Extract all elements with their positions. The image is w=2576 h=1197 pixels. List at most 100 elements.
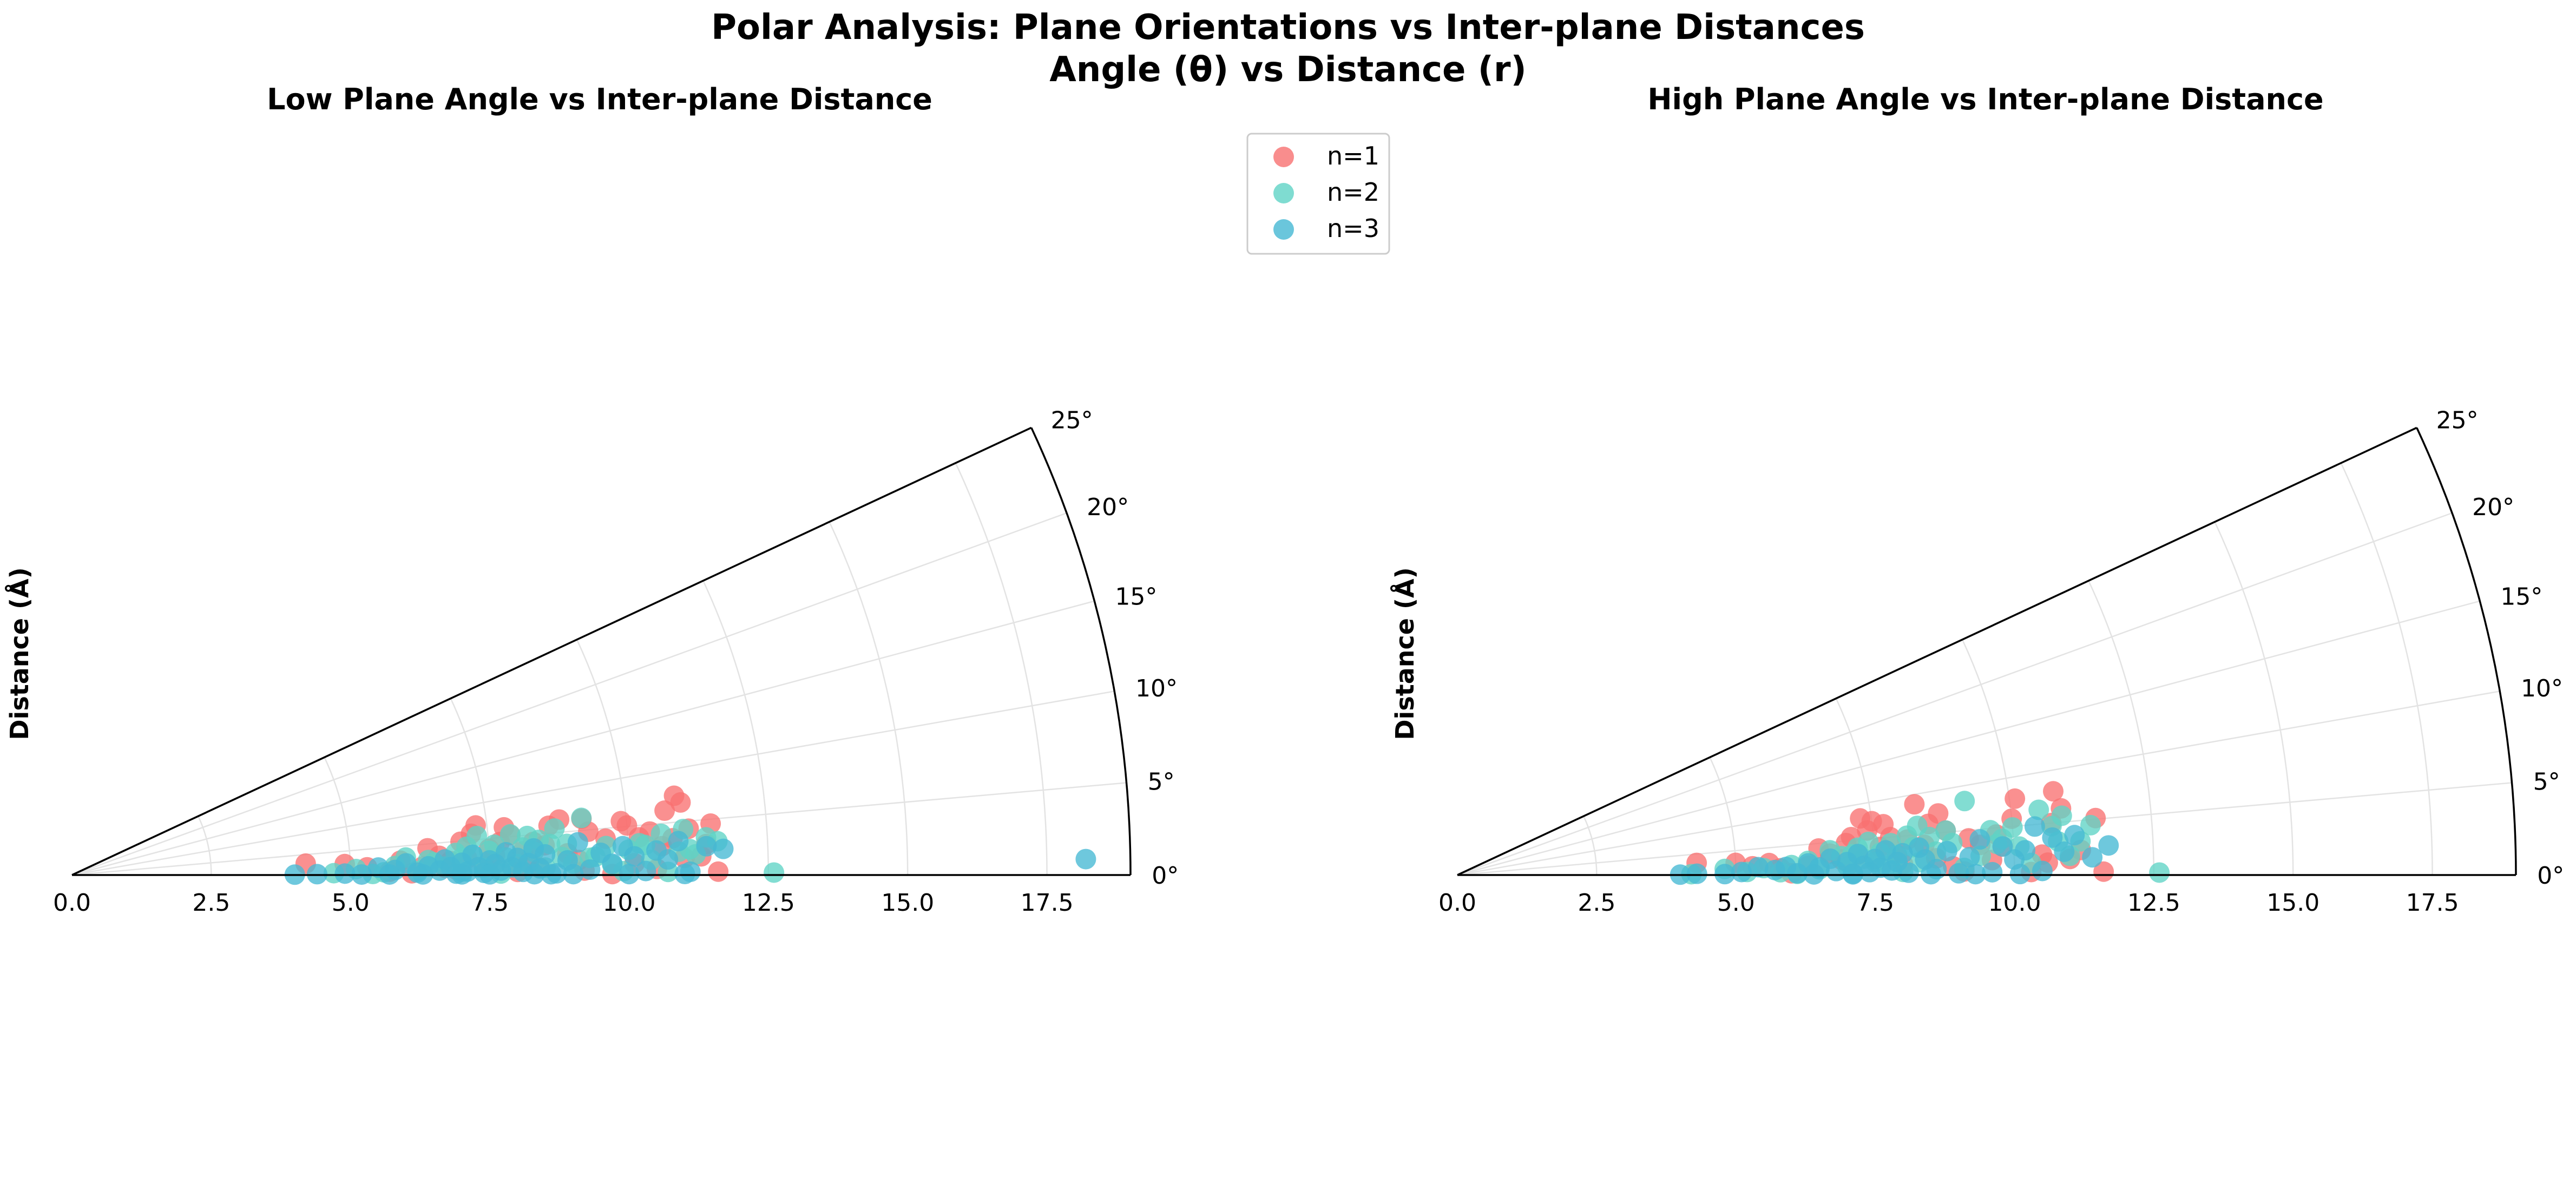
- data-point: [2093, 861, 2114, 882]
- data-point: [2002, 817, 2023, 838]
- data-point: [1954, 791, 1975, 812]
- data-point: [619, 864, 640, 885]
- theta-tick-label: 15°: [2500, 583, 2542, 611]
- data-point: [2043, 781, 2064, 802]
- r-tick-label: 2.5: [192, 889, 230, 917]
- theta-gridline: [1457, 600, 2480, 876]
- theta-gridline: [1457, 512, 2453, 876]
- r-tick-label: 7.5: [1856, 889, 1894, 917]
- data-point: [1898, 862, 1919, 883]
- spine-outer-arc: [1030, 427, 1132, 876]
- data-point: [1904, 794, 1925, 815]
- data-point: [2005, 788, 2026, 809]
- data-point: [2051, 805, 2072, 826]
- r-tick-label: 7.5: [471, 889, 509, 917]
- data-point: [624, 846, 645, 867]
- data-point: [1686, 863, 1707, 884]
- data-point: [1075, 849, 1096, 870]
- data-point: [2098, 835, 2119, 856]
- legend: n=1 n=2 n=3: [1246, 133, 1390, 255]
- r-tick-label: 10.0: [602, 889, 655, 917]
- polar-chart-high-angle: 0.0 2.5 5.0 7.5 10.0 12.5 15.0 17.5 0° 5° 10° 15° 20…: [1390, 82, 2564, 917]
- polar-chart-low-angle: 0.0 2.5 5.0 7.5 10.0 12.5 15.0 17.5 0° 5° 10° 15° 20…: [5, 82, 1179, 917]
- spine-outer-arc: [2416, 427, 2517, 876]
- data-point: [2080, 814, 2101, 836]
- r-gridline: [829, 521, 909, 876]
- theta-gridline: [1457, 690, 2500, 876]
- data-point: [1907, 815, 1928, 837]
- r-tick-label: 17.5: [2406, 889, 2459, 917]
- legend-entry-n1: n=1: [1273, 141, 1379, 170]
- theta-tick-label: 0°: [2537, 862, 2564, 890]
- theta-gridline: [71, 600, 1095, 876]
- data-point: [2054, 841, 2075, 862]
- r-tick-label: 15.0: [2266, 889, 2319, 917]
- theta-tick-label: 5°: [2533, 768, 2560, 795]
- subplot-title: High Plane Angle vs Inter-plane Distance: [1647, 82, 2323, 116]
- data-point: [535, 844, 556, 865]
- spine-end: [71, 426, 1032, 876]
- r-tick-label: 5.0: [332, 889, 370, 917]
- legend-marker-n2: [1273, 183, 1294, 203]
- data-point: [2042, 827, 2063, 848]
- data-point: [1936, 840, 1957, 861]
- r-gridline: [702, 580, 770, 876]
- r-tick-label: 12.5: [742, 889, 795, 917]
- r-tick-label: 0.0: [53, 889, 91, 917]
- data-point: [708, 861, 729, 882]
- legend-entry-n2: n=2: [1273, 177, 1379, 207]
- legend-marker-n1: [1273, 147, 1294, 167]
- data-point: [2015, 840, 2036, 861]
- data-point: [466, 825, 488, 846]
- spine-end: [1457, 426, 2417, 876]
- data-point: [602, 853, 623, 874]
- legend-label-n2: n=2: [1327, 177, 1379, 207]
- series-n3: [284, 831, 1096, 885]
- figure-title: Polar Analysis: Plane Orientations vs In…: [711, 8, 1865, 48]
- theta-gridline: [71, 782, 1127, 876]
- data-point: [674, 864, 695, 885]
- theta-tick-label: 5°: [1148, 768, 1175, 795]
- legend-entry-n3: n=3: [1273, 214, 1379, 243]
- theta-tick-label: 10°: [1135, 675, 1178, 702]
- data-point: [650, 823, 672, 844]
- theta-tick-label: 25°: [2436, 406, 2479, 434]
- data-point: [764, 862, 785, 883]
- theta-gridline: [71, 690, 1115, 876]
- theta-tick-label: 25°: [1051, 406, 1093, 434]
- data-point: [2082, 847, 2103, 868]
- r-tick-label: 5.0: [1717, 889, 1755, 917]
- data-point: [1969, 829, 1990, 850]
- data-point: [1959, 846, 1980, 867]
- theta-tick-label: 15°: [1115, 583, 1157, 611]
- y-axis-label: Distance (Å): [1390, 567, 1420, 740]
- theta-tick-label: 20°: [2472, 494, 2514, 521]
- data-point: [654, 800, 675, 821]
- data-point: [1948, 863, 1969, 884]
- data-point: [1892, 843, 1913, 864]
- theta-tick-label: 20°: [1087, 494, 1129, 521]
- r-gridline: [1583, 815, 1598, 876]
- r-tick-label: 15.0: [881, 889, 934, 917]
- data-point: [334, 863, 356, 884]
- legend-label-n1: n=1: [1327, 141, 1379, 170]
- data-point: [1928, 803, 1949, 824]
- r-gridline: [955, 463, 1048, 876]
- data-point: [500, 824, 521, 845]
- r-gridline: [2214, 521, 2294, 876]
- legend-marker-n3: [1273, 219, 1294, 240]
- data-point: [1982, 861, 2003, 883]
- r-tick-label: 10.0: [1988, 889, 2041, 917]
- data-point: [2149, 862, 2170, 883]
- theta-tick-label: 0°: [1152, 862, 1179, 890]
- data-point: [658, 849, 679, 870]
- data-point: [2064, 825, 2085, 846]
- data-point: [544, 818, 565, 839]
- r-tick-label: 12.5: [2127, 889, 2180, 917]
- subplot-title: Low Plane Angle vs Inter-plane Distance: [267, 82, 932, 116]
- figure-subtitle: Angle (θ) vs Distance (r): [1049, 50, 1527, 90]
- data-point: [1731, 861, 1752, 883]
- theta-tick-label: 10°: [2521, 675, 2563, 702]
- data-point: [713, 838, 734, 859]
